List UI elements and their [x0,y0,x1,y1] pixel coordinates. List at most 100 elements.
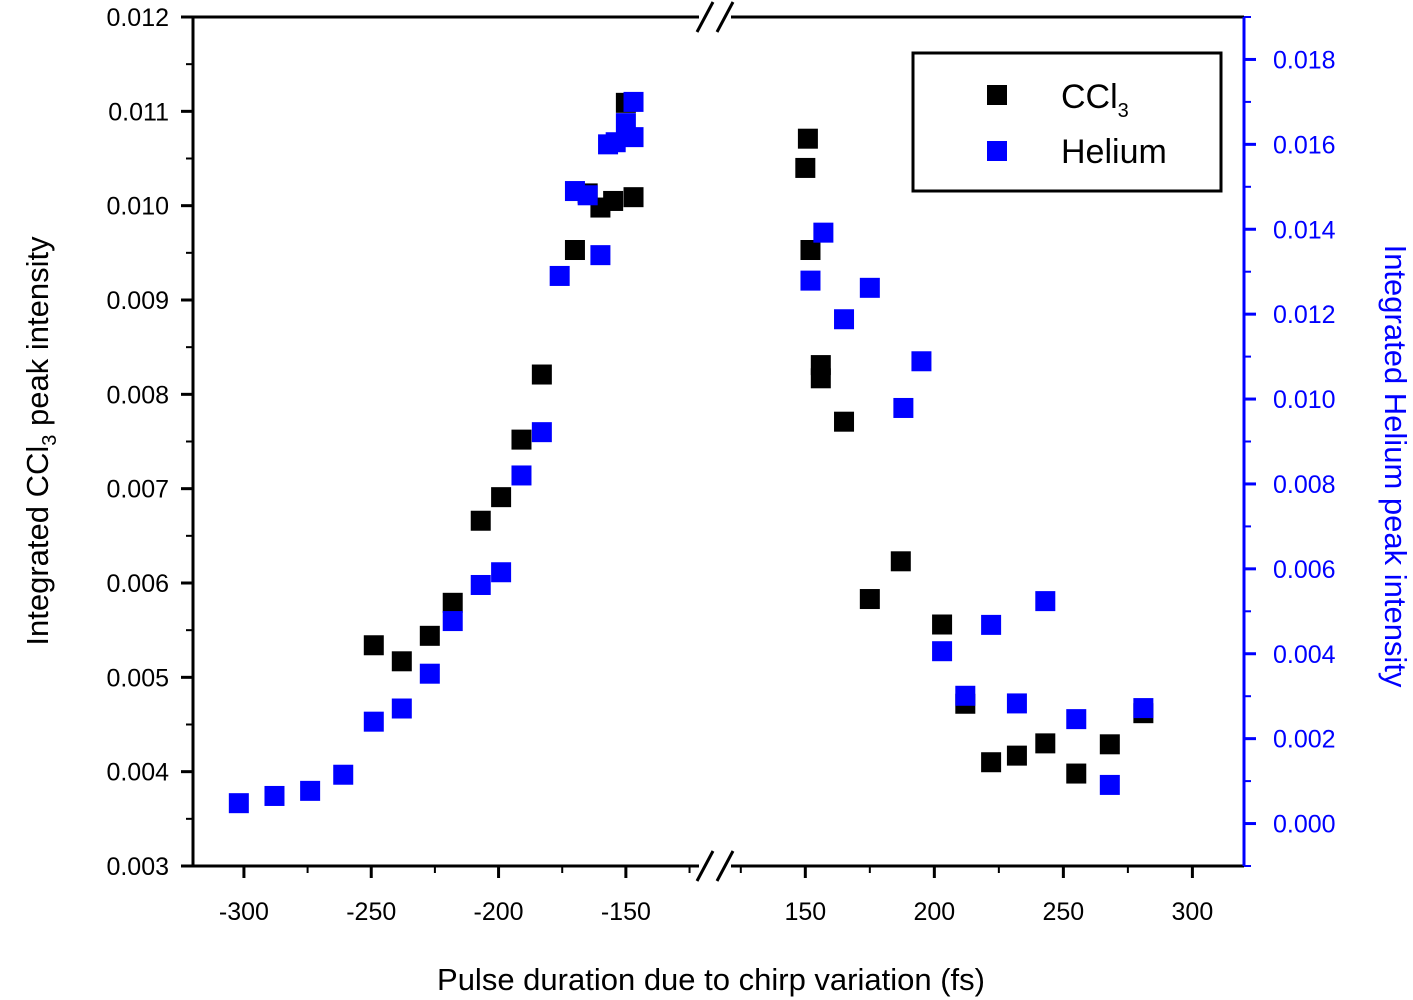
helium-point [363,711,384,732]
ccl3-point [564,240,585,261]
helium-point [1133,698,1154,719]
helium-point [859,277,880,298]
helium-point [1006,693,1027,714]
x-axis: -300 -250 -200 -150 150 200 250 300 [219,866,1213,926]
right-y-tick-label: 0.008 [1273,471,1336,499]
right-y-axis: 0.000 0.002 0.004 0.006 0.008 0.010 0.012 0.014… [1244,16,1336,867]
helium-point [470,574,491,595]
legend: CCl3 Helium [911,51,1223,193]
left-y-tick-label: 0.010 [106,193,169,221]
helium-point [932,641,953,662]
x-tick-label: 250 [1043,898,1085,926]
series-ccl3 [363,92,1154,784]
x-tick-label: 200 [913,898,955,926]
axis-break-top-mark-2 [715,1,735,33]
helium-point [1066,709,1087,730]
left-y-tick-label: 0.003 [106,853,169,881]
helium-point [623,127,644,148]
ccl3-point [795,157,816,178]
left-y-title-prefix: Integrated CCl [20,446,55,646]
helium-point [911,351,932,372]
helium-point [491,562,512,583]
ccl3-point [810,368,831,389]
right-y-tick-label: 0.004 [1273,641,1336,669]
ccl3-point [511,429,532,450]
helium-point [834,309,855,330]
right-y-tick-label: 0.006 [1273,556,1336,584]
helium-point [511,465,532,486]
ccl3-point [603,190,624,211]
helium-point [333,764,354,785]
right-y-tick-label: 0.018 [1273,46,1336,74]
helium-point [228,793,249,814]
legend-label-ccl3: CCl3 [1061,78,1129,122]
left-y-tick-label: 0.012 [106,4,169,32]
x-tick-label: 300 [1172,898,1214,926]
x-tick-label: -150 [601,898,651,926]
ccl3-point [391,651,412,672]
legend-label-ccl3-sub: 3 [1118,100,1129,122]
left-y-tick-label: 0.006 [106,570,169,598]
helium-point [981,614,1002,635]
x-tick-label: 150 [784,898,826,926]
left-y-title-suffix: peak intensity [20,236,55,435]
ccl3-point [890,551,911,572]
helium-point [590,245,611,266]
helium-point [605,132,626,153]
right-y-tick-label: 0.012 [1273,301,1336,329]
left-y-title-subscript: 3 [39,435,61,446]
helium-point [549,265,570,286]
ccl3-point [1006,745,1027,766]
left-y-axis-title: Integrated CCl3 peak intensity [20,236,61,646]
ccl3-point [623,187,644,208]
ccl3-point [419,625,440,646]
helium-point [419,663,440,684]
ccl3-point [442,592,463,613]
left-y-tick-label: 0.007 [106,476,169,504]
legend-marker-helium [987,141,1007,161]
legend-label-ccl3-main: CCl [1061,78,1118,116]
helium-point [1035,591,1056,612]
left-y-axis: 0.003 0.004 0.005 0.006 0.007 0.008 0.009 0.010… [106,4,193,881]
x-axis-title: Pulse duration due to chirp variation (f… [437,962,985,997]
ccl3-point [797,128,818,149]
helium-point [623,91,644,112]
helium-point [264,785,285,806]
left-y-tick-label: 0.004 [106,759,169,787]
ccl3-point [531,364,552,385]
ccl3-point [932,614,953,635]
helium-point [1099,774,1120,795]
axis-break-bottom-mark-2 [715,850,735,882]
x-tick-label: -250 [346,898,396,926]
helium-point [442,611,463,632]
ccl3-point [470,510,491,531]
ccl3-point [1066,763,1087,784]
right-y-tick-label: 0.000 [1273,811,1336,839]
ccl3-point [834,411,855,432]
left-y-tick-label: 0.005 [106,664,169,692]
helium-point [531,422,552,443]
axis-break-bottom-mark-1 [695,850,715,882]
ccl3-point [800,240,821,261]
ccl3-point [363,635,384,656]
series-helium [228,91,1154,814]
right-y-axis-title: Integrated Helium peak intensity [1378,245,1413,688]
left-y-tick-label: 0.009 [106,287,169,315]
ccl3-point [981,752,1002,773]
right-y-tick-label: 0.010 [1273,386,1336,414]
right-y-tick-label: 0.016 [1273,131,1336,159]
legend-marker-ccl3 [987,85,1007,105]
ccl3-point [1099,734,1120,755]
helium-point [955,685,976,706]
helium-point [800,270,821,291]
right-y-tick-label: 0.002 [1273,726,1336,754]
helium-point [391,698,412,719]
legend-label-helium: Helium [1061,133,1167,171]
helium-point [300,780,321,801]
ccl3-point [859,589,880,610]
ccl3-point [1035,733,1056,754]
x-tick-label: -200 [474,898,524,926]
legend-box [911,51,1223,193]
helium-point [577,185,598,206]
axis-break-top-mark-1 [695,1,715,33]
